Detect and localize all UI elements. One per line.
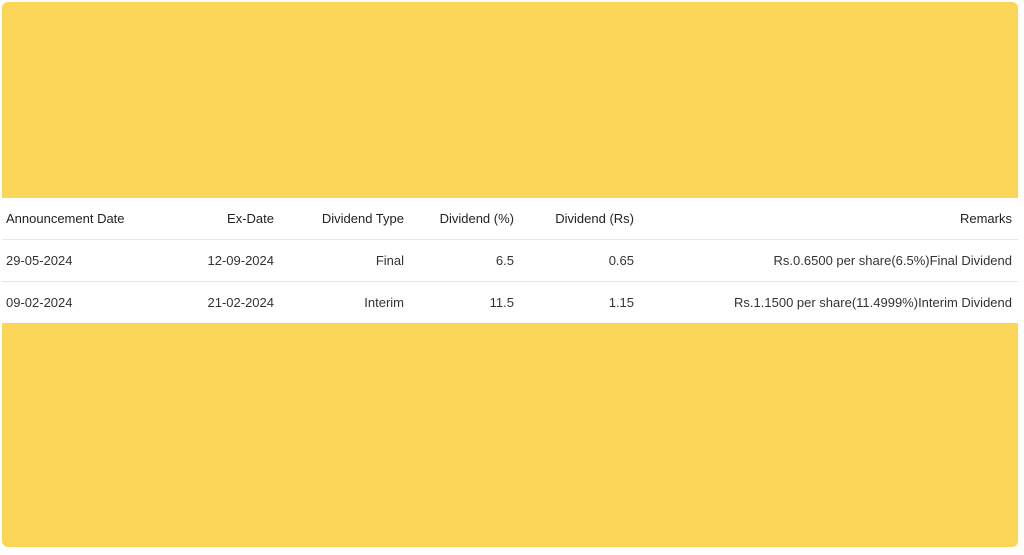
cell-announcement-date: 29-05-2024	[2, 240, 152, 282]
cell-remarks: Rs.0.6500 per share(6.5%)Final Dividend	[642, 240, 1018, 282]
col-header-announcement-date: Announcement Date	[2, 198, 152, 240]
cell-dividend-type: Interim	[282, 282, 412, 324]
table-row: 09-02-2024 21-02-2024 Interim 11.5 1.15 …	[2, 282, 1018, 324]
cell-ex-date: 21-02-2024	[152, 282, 282, 324]
cell-dividend-rs: 0.65	[522, 240, 642, 282]
cell-dividend-rs: 1.15	[522, 282, 642, 324]
cell-announcement-date: 09-02-2024	[2, 282, 152, 324]
background-panel: Announcement Date Ex-Date Dividend Type …	[2, 2, 1018, 547]
page-frame: Announcement Date Ex-Date Dividend Type …	[0, 0, 1024, 555]
col-header-remarks: Remarks	[642, 198, 1018, 240]
cell-ex-date: 12-09-2024	[152, 240, 282, 282]
dividend-table: Announcement Date Ex-Date Dividend Type …	[2, 198, 1018, 323]
cell-dividend-type: Final	[282, 240, 412, 282]
col-header-dividend-type: Dividend Type	[282, 198, 412, 240]
cell-dividend-pct: 6.5	[412, 240, 522, 282]
table-row: 29-05-2024 12-09-2024 Final 6.5 0.65 Rs.…	[2, 240, 1018, 282]
dividend-table-container: Announcement Date Ex-Date Dividend Type …	[2, 198, 1018, 323]
col-header-dividend-rs: Dividend (Rs)	[522, 198, 642, 240]
col-header-ex-date: Ex-Date	[152, 198, 282, 240]
cell-dividend-pct: 11.5	[412, 282, 522, 324]
cell-remarks: Rs.1.1500 per share(11.4999%)Interim Div…	[642, 282, 1018, 324]
table-header-row: Announcement Date Ex-Date Dividend Type …	[2, 198, 1018, 240]
col-header-dividend-pct: Dividend (%)	[412, 198, 522, 240]
